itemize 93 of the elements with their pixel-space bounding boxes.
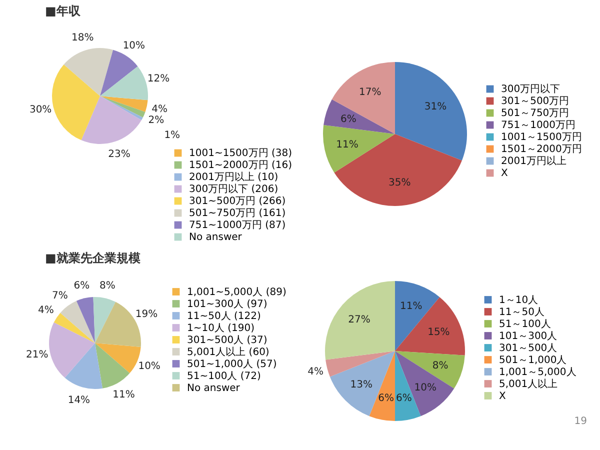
data-label: 15%	[428, 327, 450, 338]
legend-label: 51~100人 (72)	[187, 370, 261, 382]
legend-label: 1,001~5,000人 (89)	[187, 286, 286, 298]
legend-label: 301~500万円 (266)	[189, 196, 286, 207]
legend-label: 1,001～5,000人	[499, 366, 576, 378]
pie-slice	[60, 300, 95, 343]
data-label: 11%	[336, 140, 358, 151]
pie-slice	[49, 322, 95, 378]
data-label: 23%	[108, 148, 130, 160]
pie-slice	[395, 351, 454, 416]
data-label: 27%	[348, 314, 370, 326]
data-label: 31%	[424, 101, 447, 112]
pie-slice	[100, 96, 148, 112]
legend-label: 5,001人以上	[499, 378, 558, 390]
pie-slice	[76, 297, 95, 343]
data-label: 1%	[164, 130, 180, 141]
data-label: 14%	[68, 394, 90, 406]
legend-label: 301~500人 (37)	[187, 334, 268, 346]
legend-label: 501~750万円 (161)	[189, 208, 286, 219]
chart-title: ■就業先企業規模	[45, 251, 140, 265]
data-label: 4%	[308, 366, 324, 378]
pie-slice	[54, 312, 95, 343]
legend-label: 1501～2000万円	[501, 144, 582, 155]
legend-label: 751~1000万円 (87)	[189, 220, 286, 231]
pie-slice	[95, 343, 130, 388]
data-label: 17%	[358, 86, 382, 98]
legend-label: 301～500万円	[501, 96, 570, 107]
data-label: 10%	[414, 382, 436, 394]
pie-slice	[323, 124, 395, 173]
pie-slice	[52, 64, 100, 140]
legend-label: 300万円以下 (206)	[189, 183, 278, 195]
data-label: 18%	[71, 32, 94, 44]
pie-slice	[332, 62, 395, 134]
legend-label: 300万円以下	[501, 83, 560, 95]
pie-slice	[100, 66, 148, 100]
legend-label: No answer	[187, 382, 241, 394]
data-label: 4%	[38, 305, 54, 316]
pie-slice	[395, 351, 465, 389]
pie-slice	[64, 48, 114, 96]
legend-label: 501～1,000人	[499, 354, 567, 366]
legend-label: 751～1000万円	[501, 120, 576, 131]
legend-label: 301～500人	[499, 342, 558, 354]
data-label: 4%	[152, 104, 168, 115]
data-label: 6%	[74, 280, 90, 292]
legend-label: 101~300人 (97)	[187, 298, 268, 310]
legend-label: 1001～1500万円	[501, 132, 582, 143]
pie-slice	[334, 134, 462, 206]
legend-label: 11~50人 (122)	[187, 310, 261, 322]
pie-slice	[326, 351, 395, 377]
pie-slice	[93, 297, 116, 343]
legend-label: 2001万円以上 (10)	[189, 171, 278, 183]
legend-label: 2001万円以上	[501, 155, 566, 167]
legend-label: 501～750万円	[501, 108, 570, 119]
data-label: 10%	[122, 40, 146, 52]
legend-label: X	[501, 168, 508, 179]
legend-label: 1～10人	[499, 294, 538, 306]
data-label: 8%	[432, 360, 448, 372]
legend-label: 1001~1500万円 (38)	[189, 148, 292, 159]
data-label: 12%	[147, 74, 170, 85]
data-label: 11%	[112, 390, 135, 400]
data-label: 2%	[148, 114, 164, 126]
data-label: 13%	[350, 380, 372, 391]
data-label: 35%	[388, 178, 411, 189]
pie-slice	[324, 99, 395, 134]
pie-slice	[395, 62, 467, 161]
data-label: 6%	[378, 392, 394, 404]
data-label: 19%	[135, 309, 158, 320]
legend-label: No answer	[189, 232, 243, 243]
data-label: 11%	[400, 301, 422, 312]
legend-label: 1~10人 (190)	[187, 322, 255, 334]
pie-slice	[395, 297, 465, 356]
legend-label: 51～100人	[499, 318, 551, 330]
data-label: 7%	[52, 290, 68, 302]
pie-slice	[100, 50, 138, 96]
data-label: 21%	[26, 349, 48, 360]
legend-label: X	[499, 390, 506, 402]
data-label: 6%	[340, 114, 356, 125]
legend-label: 1501~2000万円 (16)	[189, 160, 292, 171]
chart-title: ■年収	[45, 4, 82, 18]
pie-slice	[95, 343, 141, 374]
legend-label: 11～50人	[499, 306, 544, 318]
pie-slice	[325, 281, 395, 360]
data-label: 8%	[100, 280, 116, 292]
data-label: 6%	[396, 392, 412, 404]
pie-slice	[330, 351, 395, 416]
data-label: 30%	[29, 104, 52, 116]
data-label: 10%	[138, 361, 160, 372]
text: 19	[574, 416, 587, 427]
legend-label: 5,001人以上 (60)	[187, 346, 270, 358]
legend-label: 101～300人	[499, 330, 558, 342]
legend-label: 501~1,000人 (57)	[187, 358, 277, 370]
pie-slice	[64, 343, 103, 389]
pie-slice	[81, 96, 142, 144]
